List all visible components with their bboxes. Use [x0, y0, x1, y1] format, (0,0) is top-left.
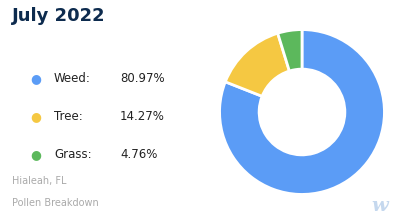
- Text: ●: ●: [30, 110, 42, 123]
- Text: 80.97%: 80.97%: [120, 72, 165, 85]
- Wedge shape: [220, 30, 384, 194]
- Text: Pollen Breakdown: Pollen Breakdown: [12, 198, 99, 208]
- Text: Hialeah, FL: Hialeah, FL: [12, 176, 66, 186]
- Text: 14.27%: 14.27%: [120, 110, 165, 123]
- Text: Tree:: Tree:: [54, 110, 83, 123]
- Text: w: w: [371, 197, 388, 215]
- Text: July 2022: July 2022: [12, 7, 106, 25]
- Text: Grass:: Grass:: [54, 148, 92, 161]
- Text: 4.76%: 4.76%: [120, 148, 157, 161]
- Text: ●: ●: [30, 72, 42, 85]
- Wedge shape: [278, 30, 302, 71]
- Wedge shape: [225, 33, 289, 96]
- Text: Weed:: Weed:: [54, 72, 91, 85]
- Text: ●: ●: [30, 148, 42, 161]
